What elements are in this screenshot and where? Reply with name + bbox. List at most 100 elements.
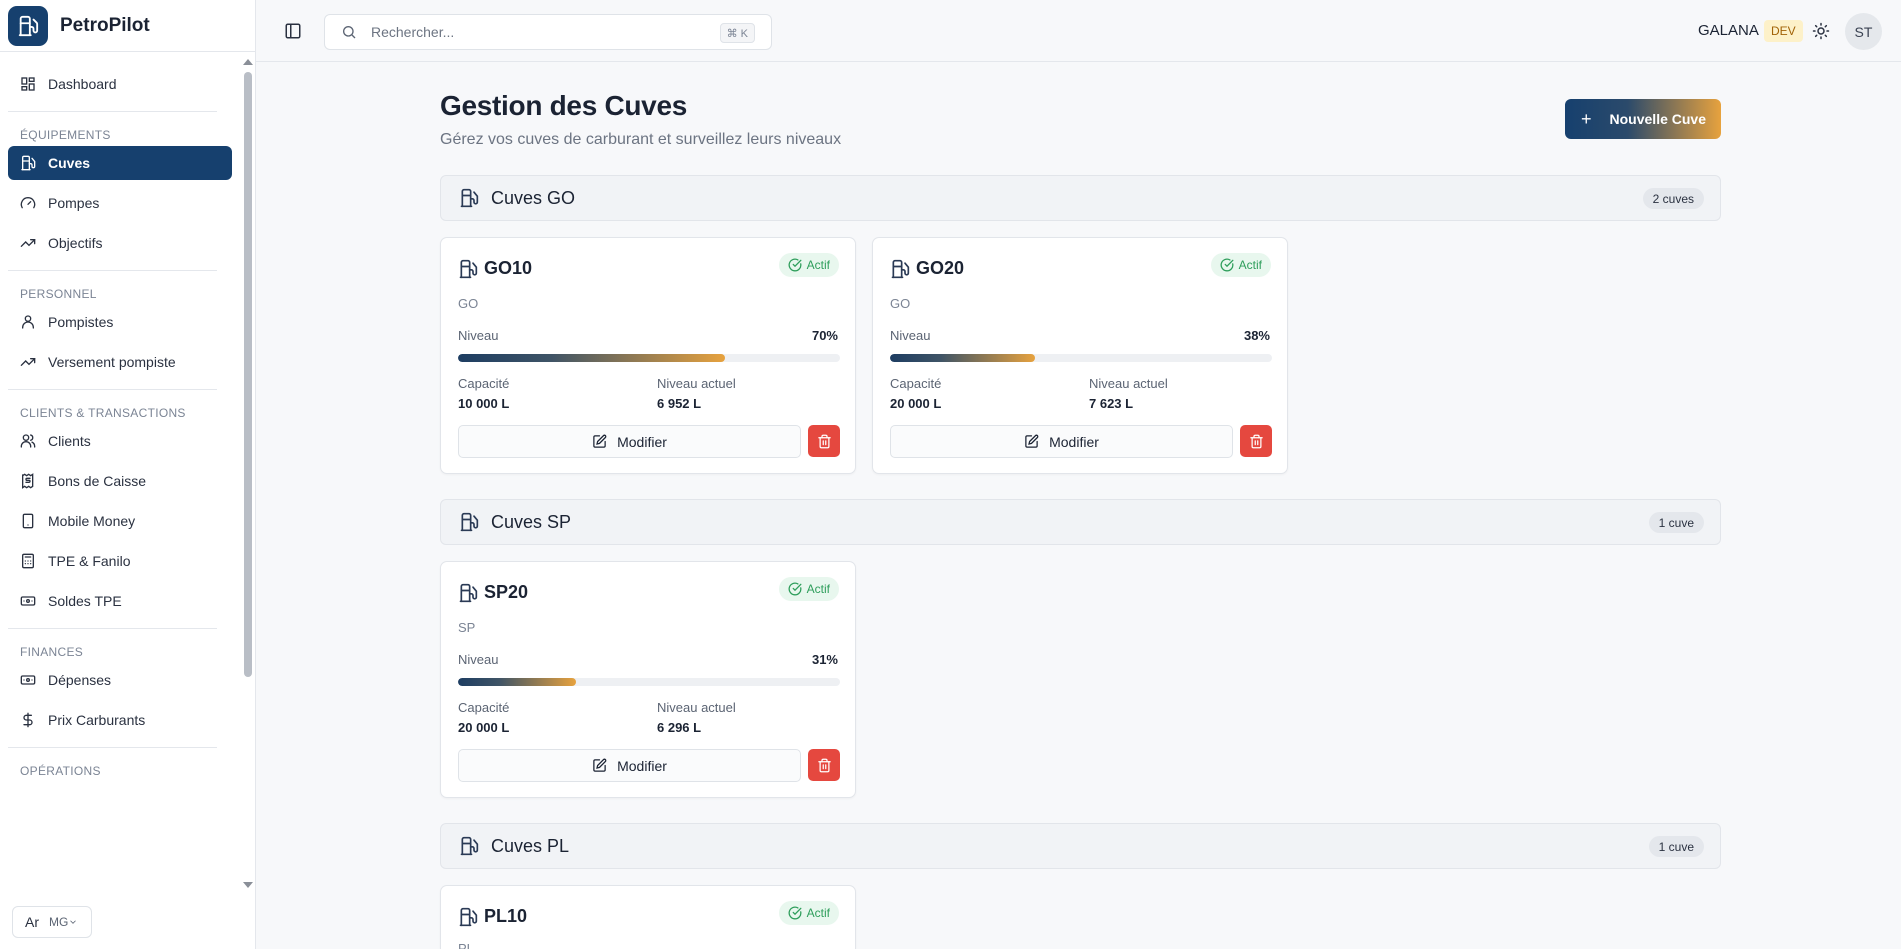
- sidebar-item-label: Clients: [48, 433, 91, 449]
- level-percent: 70%: [811, 328, 838, 343]
- edit-icon: [593, 434, 607, 448]
- sidebar-item-label: Soldes TPE: [48, 593, 122, 609]
- sidebar-item-pompes[interactable]: Pompes: [8, 186, 232, 220]
- level-bar: [890, 354, 1272, 362]
- sidebar-item-objectifs[interactable]: Objectifs: [8, 226, 232, 260]
- sidebar-item-mobile-money[interactable]: Mobile Money: [8, 504, 232, 538]
- delete-button[interactable]: [1240, 425, 1272, 457]
- level-bar-fill: [458, 678, 577, 686]
- sidebar-item-label: TPE & Fanilo: [48, 553, 131, 569]
- sidebar-item-soldes-tpe[interactable]: Soldes TPE: [8, 584, 232, 618]
- currency-selector[interactable]: Ar MG: [12, 906, 92, 938]
- delete-button[interactable]: [808, 749, 840, 781]
- group-title: Cuves SP: [491, 511, 572, 532]
- level-label: Niveau: [458, 328, 499, 343]
- count-badge: 1 cuve: [1648, 836, 1704, 857]
- search-input[interactable]: Rechercher... ⌘ K: [324, 14, 772, 50]
- page-title: Gestion des Cuves: [440, 90, 687, 121]
- divider: [8, 111, 217, 112]
- search-shortcut: ⌘ K: [719, 23, 755, 43]
- group-title: Cuves PL: [491, 835, 570, 856]
- sidebar-item-tpe-fanilo[interactable]: TPE & Fanilo: [8, 544, 232, 578]
- capacity-value: 10 000 L: [458, 396, 510, 411]
- check-circle-icon: [788, 582, 802, 596]
- sidebar-item-pompistes[interactable]: Pompistes: [8, 305, 232, 339]
- capacity-value: 20 000 L: [458, 720, 510, 735]
- current-level-value: 6 952 L: [657, 396, 702, 411]
- capacity-label: Capacité: [890, 376, 942, 391]
- sidebar-item-label: Objectifs: [48, 235, 103, 251]
- sidebar-item-dashboard[interactable]: Dashboard: [8, 67, 232, 101]
- fuel-pump-icon: [459, 583, 478, 602]
- edit-label: Modifier: [617, 757, 667, 774]
- status-label: Actif: [806, 906, 830, 920]
- sidebar-item-cuves[interactable]: Cuves: [8, 146, 232, 180]
- level-percent: 31%: [811, 652, 838, 667]
- section-label-personnel: PERSONNEL: [20, 287, 97, 301]
- check-circle-icon: [788, 906, 802, 920]
- edit-button[interactable]: Modifier: [890, 425, 1233, 458]
- fuel-type: GO: [890, 296, 911, 311]
- sidebar-item-depenses[interactable]: Dépenses: [8, 663, 232, 697]
- edit-icon: [1025, 434, 1039, 448]
- smartphone-icon: [22, 513, 34, 529]
- capacity-value: 20 000 L: [890, 396, 942, 411]
- users-icon: [20, 434, 36, 448]
- page-subtitle: Gérez vos cuves de carburant et surveill…: [440, 131, 842, 148]
- sidebar: PetroPilot Dashboard ÉQUIPEMENTS Cuves P…: [0, 0, 256, 949]
- current-level-value: 6 296 L: [657, 720, 702, 735]
- trending-up-icon: [20, 358, 36, 366]
- sidebar-scrollbar-thumb[interactable]: [244, 72, 252, 677]
- app-name: PetroPilot: [60, 14, 150, 36]
- divider: [8, 270, 217, 271]
- edit-button[interactable]: Modifier: [458, 425, 801, 458]
- calculator-icon: [22, 553, 34, 569]
- fuel-pump-icon: [459, 259, 478, 278]
- theme-toggle-button[interactable]: [1812, 22, 1830, 40]
- status-badge: Actif: [778, 901, 839, 925]
- capacity-label: Capacité: [458, 376, 510, 391]
- level-label: Niveau: [890, 328, 931, 343]
- brand[interactable]: PetroPilot: [0, 0, 255, 52]
- trending-up-icon: [20, 239, 36, 247]
- count-badge: 2 cuves: [1642, 188, 1704, 209]
- level-percent: 38%: [1243, 328, 1270, 343]
- fuel-pump-icon: [459, 907, 478, 926]
- new-tank-button[interactable]: + Nouvelle Cuve: [1565, 99, 1721, 139]
- sidebar-item-clients[interactable]: Clients: [8, 424, 232, 458]
- currency-code: MG: [49, 915, 69, 929]
- chevron-down-icon: [70, 920, 77, 924]
- sidebar-item-prix-carburants[interactable]: Prix Carburants: [8, 703, 232, 737]
- tank-name: SP20: [484, 582, 529, 602]
- group-header-sp: Cuves SP 1 cuve: [440, 499, 1721, 545]
- trash-icon: [1249, 434, 1263, 448]
- count-badge: 1 cuve: [1648, 512, 1704, 533]
- trash-icon: [817, 434, 831, 448]
- scroll-down-arrow-icon[interactable]: [242, 880, 254, 890]
- edit-label: Modifier: [1049, 433, 1099, 450]
- fuel-pump-icon: [460, 836, 479, 856]
- sidebar-item-label: Dépenses: [48, 672, 112, 688]
- tank-card-go10: GO10 Actif GO Niveau 70% Capacité 10 000…: [440, 237, 856, 474]
- sidebar-toggle-button[interactable]: [284, 22, 302, 40]
- level-bar-fill: [458, 354, 726, 362]
- dollar-icon: [23, 712, 33, 728]
- edit-button[interactable]: Modifier: [458, 749, 801, 782]
- banknote-icon: [20, 675, 36, 685]
- delete-button[interactable]: [808, 425, 840, 457]
- tank-name: GO10: [484, 258, 533, 278]
- avatar[interactable]: ST: [1845, 13, 1882, 50]
- status-badge: Actif: [1210, 253, 1271, 277]
- section-label-clients: CLIENTS & TRANSACTIONS: [20, 406, 186, 420]
- sidebar-item-bons-de-caisse[interactable]: Bons de Caisse: [8, 464, 232, 498]
- fuel-type: SP: [458, 620, 476, 635]
- sidebar-item-versement-pompiste[interactable]: Versement pompiste: [8, 345, 232, 379]
- user-icon: [22, 315, 34, 329]
- currency-symbol: Ar: [25, 914, 39, 930]
- scroll-up-arrow-icon[interactable]: [242, 57, 254, 67]
- sidebar-item-label: Mobile Money: [48, 513, 136, 529]
- divider: [8, 628, 217, 629]
- tank-card-go20: GO20 Actif GO Niveau 38% Capacité 20 000…: [872, 237, 1288, 474]
- sidebar-item-label: Pompes: [48, 195, 100, 211]
- search-placeholder: Rechercher...: [371, 24, 455, 40]
